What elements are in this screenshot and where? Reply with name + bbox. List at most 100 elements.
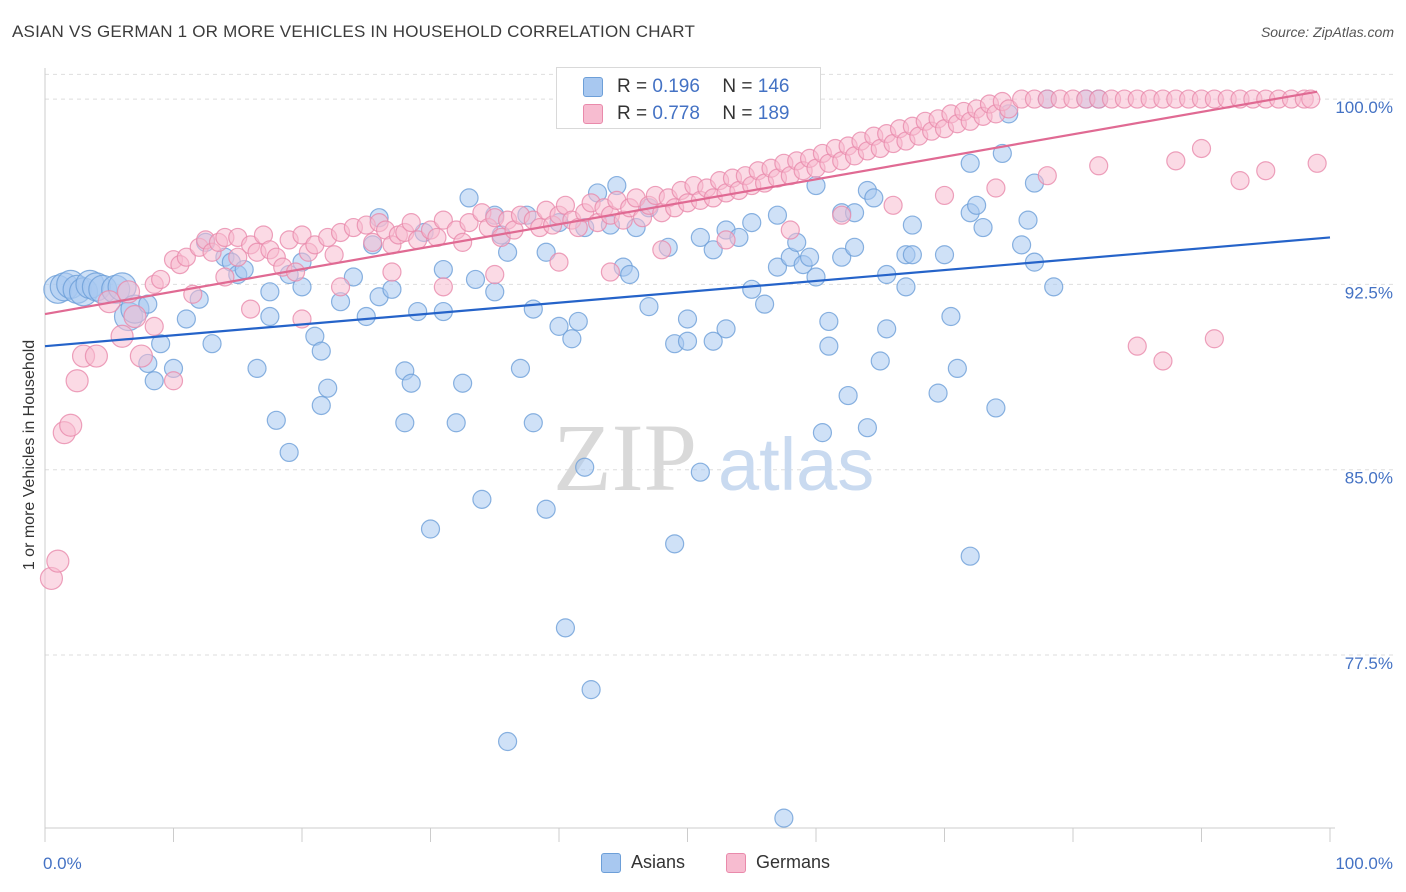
asians-point <box>716 319 736 339</box>
legend-r-value: 0.778 <box>652 103 700 124</box>
asians-point <box>202 334 222 354</box>
germans-point <box>1204 329 1224 349</box>
legend-r-value: 0.196 <box>652 76 700 97</box>
germans-point <box>46 549 70 573</box>
asians-point <box>472 489 492 509</box>
germans-point <box>292 225 312 245</box>
asians-point <box>1011 235 1032 255</box>
asians-point <box>703 331 723 351</box>
asians-point <box>690 227 710 248</box>
asians-point <box>947 358 967 378</box>
asians-point <box>838 385 858 406</box>
legend-n-value: 146 <box>757 76 790 97</box>
legend-row-asians: R = 0.196 N = 146 <box>583 75 789 99</box>
x-tick-label-end: 100.0% <box>1335 854 1393 873</box>
asians-point <box>767 205 788 225</box>
germans-point <box>883 195 903 215</box>
asians-point <box>536 499 556 519</box>
germans-point <box>600 262 621 282</box>
asians-point <box>620 264 640 285</box>
y-tick-label: 100.0% <box>1335 98 1393 117</box>
asians-point <box>433 259 453 280</box>
asians-point <box>485 282 505 302</box>
asians-point <box>562 329 582 349</box>
germans-point <box>1127 336 1147 356</box>
asians-point <box>247 358 267 378</box>
asians-point <box>523 413 543 433</box>
asians-point <box>318 378 338 398</box>
asians-point <box>934 245 955 265</box>
germans-point <box>1037 166 1057 186</box>
asians-point <box>581 680 601 700</box>
asians-point <box>549 316 569 336</box>
y-tick-label: 92.5% <box>1345 283 1393 302</box>
asians-point <box>1018 210 1038 230</box>
asians-point <box>967 195 987 215</box>
germans-point <box>110 324 134 348</box>
legend-swatch-germans <box>726 852 746 873</box>
asians-point <box>401 373 421 393</box>
legend-swatch-germans <box>583 104 603 124</box>
germans-point <box>1307 153 1327 173</box>
y-axis-title: 1 or more Vehicles in Household <box>21 340 38 570</box>
asians-point <box>819 336 839 356</box>
stats-legend: R = 0.196 N = 146 R = 0.778 N = 189 <box>556 67 821 129</box>
legend-label-asians: Asians <box>631 852 686 872</box>
asians-point <box>408 301 428 322</box>
asians-point <box>799 247 820 267</box>
watermark-zip: ZIP <box>553 404 697 511</box>
germans-point <box>123 304 147 329</box>
asians-point <box>902 215 922 235</box>
germans-point <box>485 264 505 285</box>
trend-lines <box>44 90 1331 348</box>
germans-point <box>652 240 672 260</box>
asians-point <box>812 423 833 443</box>
asians-point <box>356 306 376 327</box>
legend-r-label: R = <box>617 103 648 124</box>
source-label: Source: ZipAtlas.com <box>1260 24 1394 40</box>
asians-point <box>1044 277 1064 297</box>
asians-point <box>896 277 916 297</box>
asians-point <box>465 269 486 290</box>
germans-point <box>116 280 141 304</box>
asians-point <box>151 334 171 354</box>
asians-point <box>767 257 788 277</box>
germans-point <box>176 247 196 267</box>
asians-point <box>986 398 1006 418</box>
legend-swatch-asians <box>583 77 603 97</box>
asians-point <box>459 188 479 208</box>
asians-point <box>774 808 794 828</box>
germans-point <box>1089 156 1109 176</box>
asians-point <box>260 306 280 327</box>
watermark-atlas: atlas <box>718 423 874 506</box>
germans-point <box>999 99 1019 119</box>
germans-point <box>382 262 402 282</box>
germans-point <box>363 232 383 252</box>
germans-point <box>324 245 344 265</box>
germans-point <box>1256 161 1276 181</box>
germans-point <box>1166 151 1186 171</box>
asians-point <box>844 237 865 257</box>
asians-point <box>806 267 826 287</box>
germans-point <box>228 247 248 267</box>
germans-trend-line <box>44 90 1318 316</box>
asians-trend-line <box>44 236 1331 348</box>
y-tick-label: 85.0% <box>1345 469 1393 488</box>
asians-point <box>555 618 576 638</box>
germans-point <box>549 252 569 272</box>
asians-point <box>498 731 518 752</box>
germans-point <box>330 277 351 297</box>
asians-point <box>453 373 473 393</box>
legend-r-label: R = <box>617 76 648 97</box>
asians-point <box>742 213 762 233</box>
asians-point <box>960 153 980 173</box>
asians-point <box>754 294 775 314</box>
x-tick-label-start: 0.0% <box>43 854 82 873</box>
asians-point <box>902 245 922 265</box>
legend-label-germans: Germans <box>756 852 831 872</box>
germans-point <box>1153 351 1173 371</box>
germans-point <box>65 369 89 393</box>
asians-point <box>677 309 698 329</box>
germans-point <box>241 299 261 319</box>
asians-point <box>311 341 331 361</box>
